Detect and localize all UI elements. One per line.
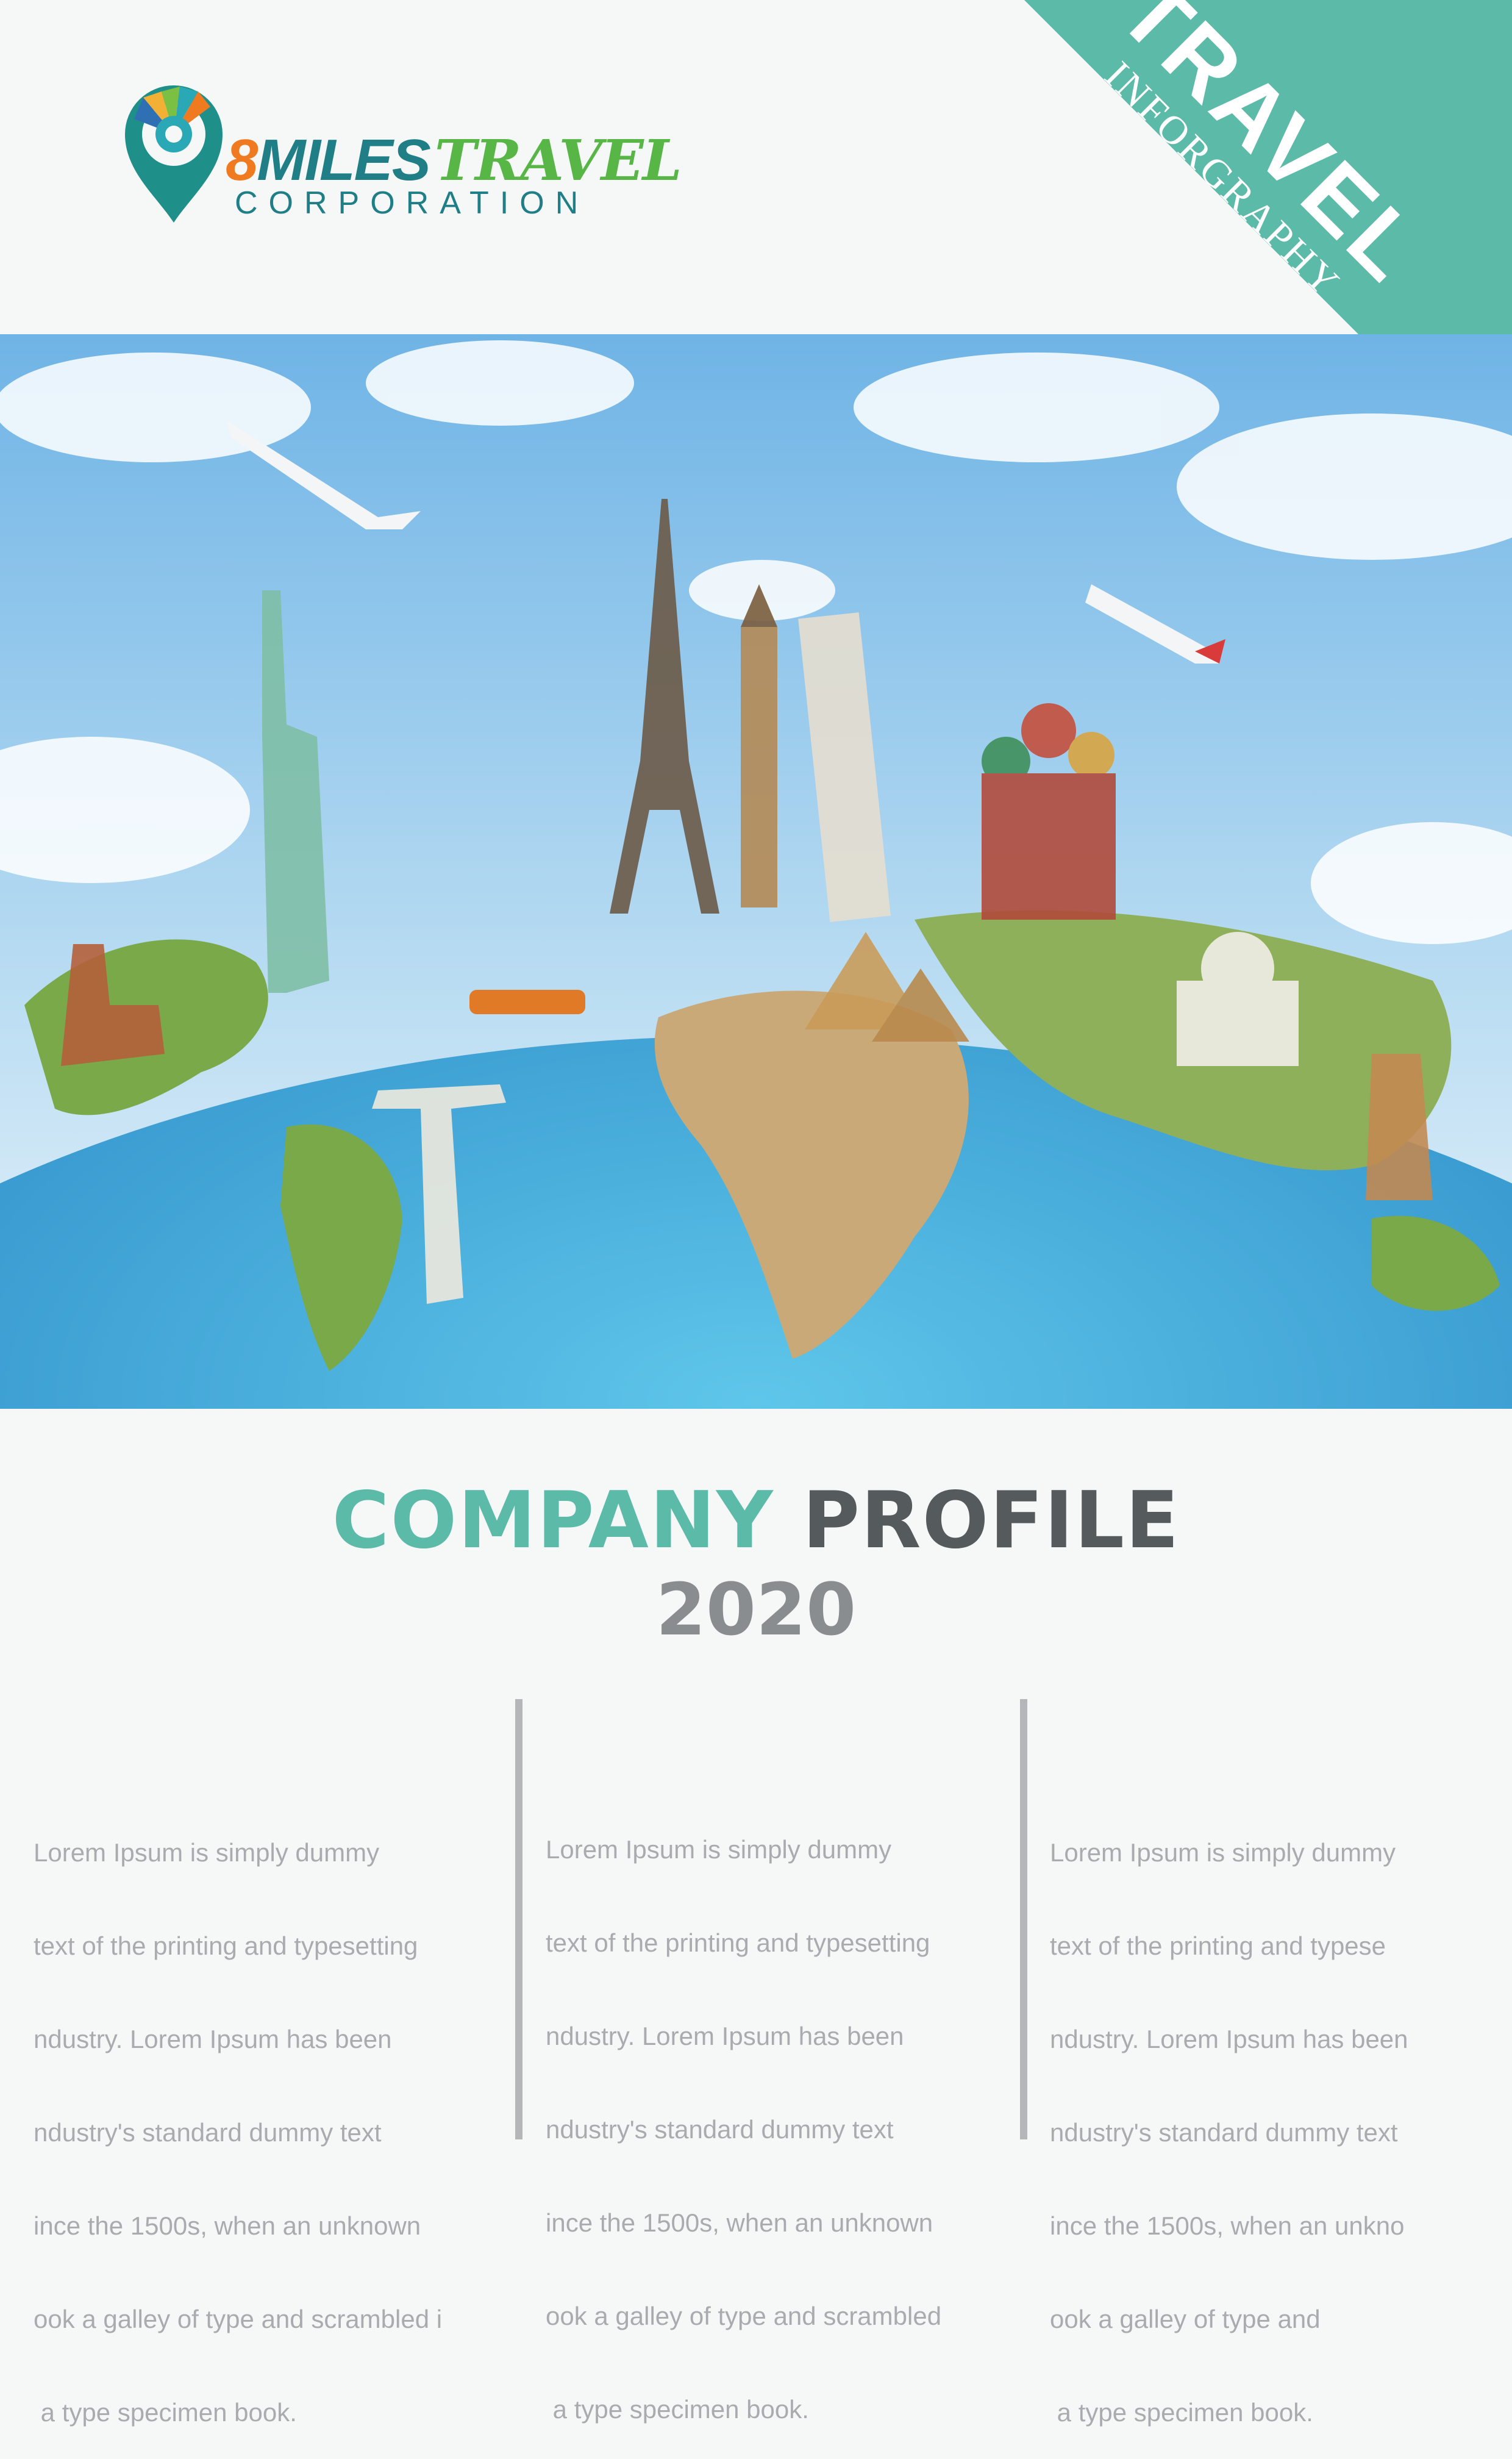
column-line: ndustry. Lorem Ipsum has been: [546, 2022, 904, 2050]
text-column-3: Lorem Ipsum is simply dummy text of the …: [1050, 1775, 1408, 2459]
column-line: Lorem Ipsum is simply dummy: [1050, 1838, 1396, 1867]
column-line: ook a galley of type and scrambled: [546, 2302, 942, 2330]
column-line: Lorem Ipsum is simply dummy: [34, 1838, 380, 1867]
title-word-company: COMPANY: [332, 1475, 774, 1566]
column-line: ince the 1500s, when an unknown: [546, 2208, 933, 2237]
column-line: ndustry's standard dummy text: [1050, 2118, 1398, 2147]
column-line: ndustry's standard dummy text: [34, 2118, 382, 2147]
column-divider: [515, 1699, 522, 2139]
column-line: a type specimen book.: [34, 2398, 297, 2427]
column-divider: [1020, 1699, 1027, 2139]
column-line: text of the printing and typesetting: [34, 1931, 418, 1960]
column-line: ook a galley of type and scrambled i: [34, 2305, 443, 2333]
column-line: Lorem Ipsum is simply dummy: [546, 1835, 892, 1864]
text-column-1: Lorem Ipsum is simply dummy text of the …: [34, 1775, 442, 2459]
text-column-2: Lorem Ipsum is simply dummy text of the …: [546, 1772, 941, 2456]
column-line: text of the printing and typese: [1050, 1931, 1386, 1960]
page-year: 2020: [655, 1567, 857, 1652]
title-word-profile: PROFILE: [802, 1475, 1180, 1566]
column-line: a type specimen book.: [546, 2395, 809, 2424]
logo-travel: TRAVEL: [434, 127, 682, 193]
column-line: ook a galley of type and: [1050, 2305, 1321, 2333]
page-title: COMPANY PROFILE: [0, 1482, 1512, 1560]
column-line: ince the 1500s, when an unknown: [34, 2211, 421, 2240]
column-line: ndustry's standard dummy text: [546, 2115, 894, 2144]
column-line: ndustry. Lorem Ipsum has been: [1050, 2025, 1408, 2053]
logo-number: 8: [226, 127, 258, 193]
company-logo: 8MILESTRAVEL CORPORATION: [119, 73, 682, 226]
logo-miles: MILES: [257, 127, 430, 193]
column-line: a type specimen book.: [1050, 2398, 1313, 2427]
hero-travel-globe-image: [0, 334, 1512, 1409]
column-line: ndustry. Lorem Ipsum has been: [34, 2025, 392, 2053]
logo-corporation: CORPORATION: [235, 185, 590, 221]
column-line: text of the printing and typesetting: [546, 1928, 930, 1957]
map-pin-logo-icon: [125, 85, 223, 223]
column-line: ince the 1500s, when an unkno: [1050, 2211, 1405, 2240]
logo-wordmark: 8MILESTRAVEL: [226, 131, 682, 190]
